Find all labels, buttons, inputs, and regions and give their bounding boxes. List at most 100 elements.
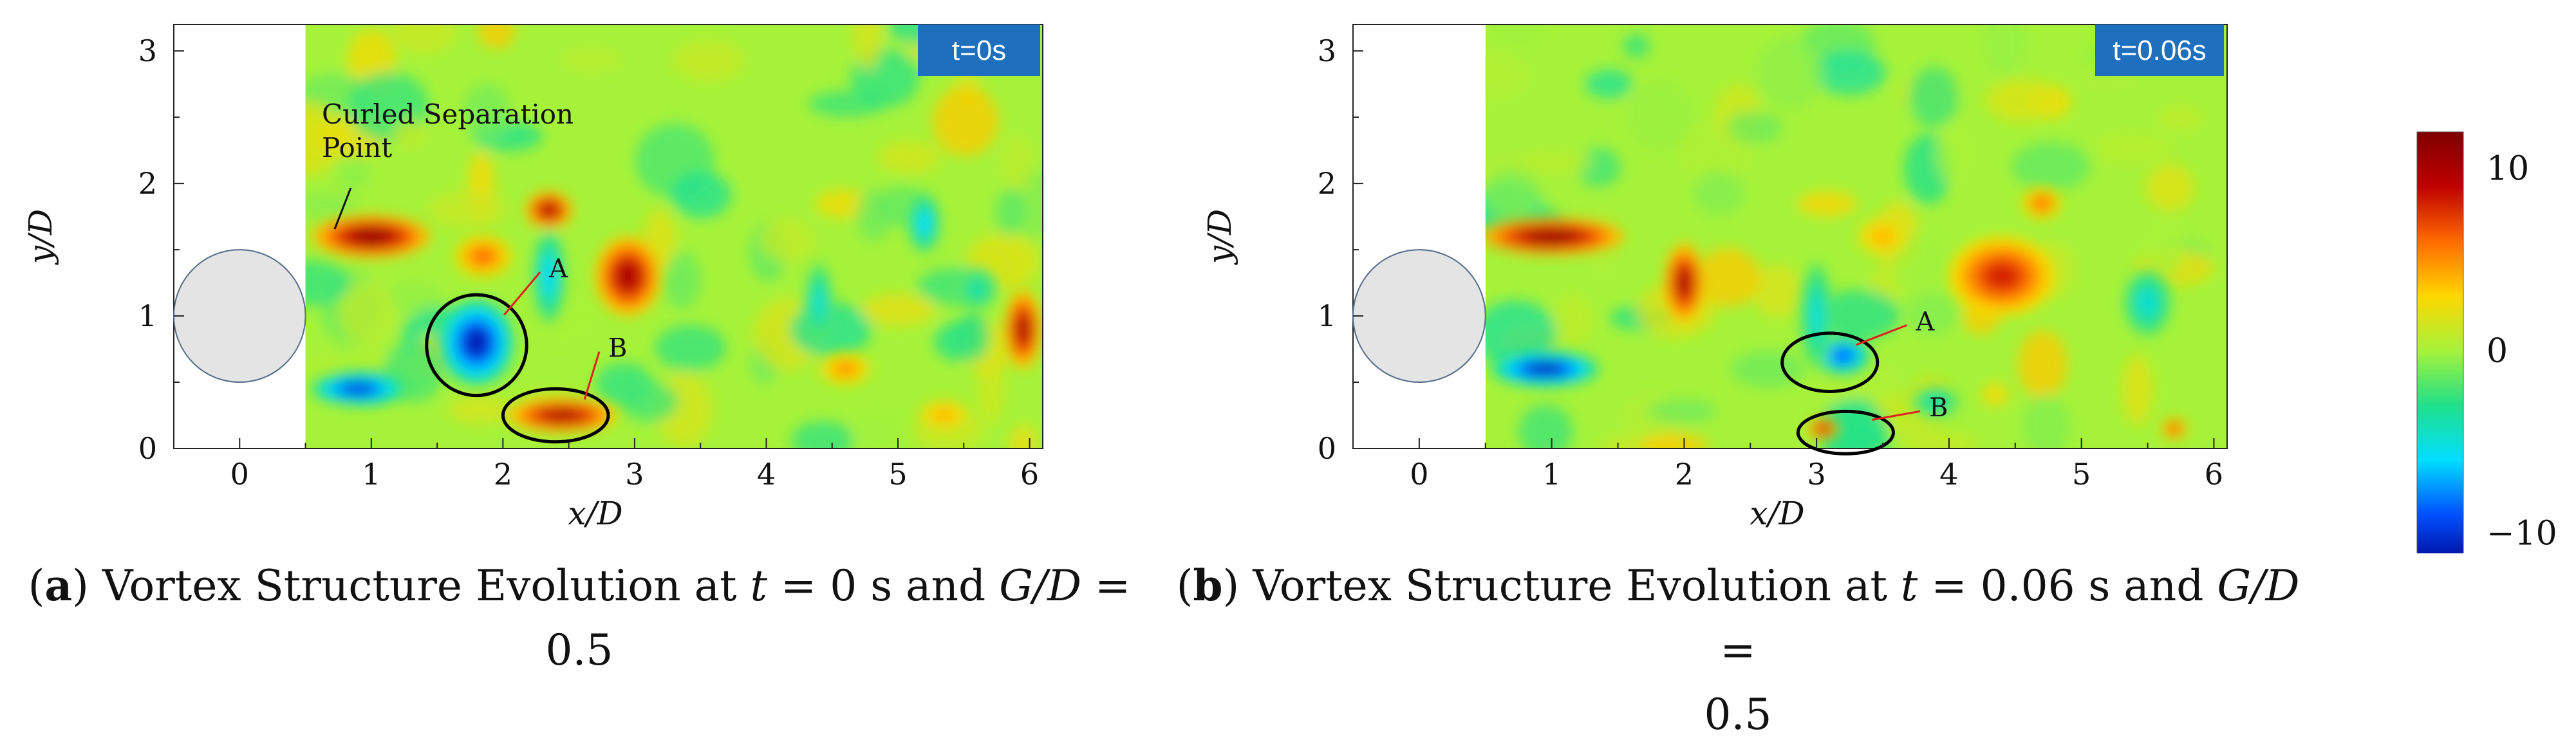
panel-a-blanked-region [174,24,306,448]
panel-a-x-tick-label: 6 [1020,457,1039,492]
panel-a-negative-vortex-11 [919,213,930,234]
panel-a-separation-annotation: Curled Separation Point [322,98,574,163]
panel-b-x-tick-label: 5 [2072,457,2091,492]
panel-a-y-axis-label: y/D [22,209,59,265]
panel-b-x-tick-label: 4 [1939,457,1958,492]
panel-b-frame [1352,24,2228,449]
caption-b: (b) Vortex Structure Evolution at t = 0.… [1159,553,2317,747]
panel-a-vortex-features [312,191,1041,433]
panel-b-x-tick-label: 2 [1675,457,1694,492]
panel-a-y-tick-label: 0 [138,431,157,466]
panel-b-texture-patch [1730,350,1806,388]
panel-a-negative-vortex-10 [543,260,555,292]
panel-a-texture-patch [853,24,882,70]
panel-a-positive-vortex-1 [473,249,493,264]
panel-b-texture-patch [1485,50,1530,100]
panel-b-texture-patch [1485,167,1541,219]
panel-b-texture-patch [2011,142,2091,190]
panel-b-x-axis-label: x/D [1750,495,1804,532]
panel-b-positive-vortex-0 [1527,230,1577,243]
panel-a-texture-patch [463,83,510,141]
panel-b-texture-patch [1901,431,1978,448]
panel-b-y-tick-label: 2 [1318,166,1336,201]
panel-b-time-badge: t=0.06s [2113,35,2207,66]
panel-b-texture-patch [2143,220,2185,277]
panel-a-x-tick-label: 4 [757,457,776,492]
panel-a-vortex-label-A: A [548,254,568,284]
panel-b-vortex-label-B: B [1929,393,1948,423]
panel-a-x-tick-label: 5 [888,457,907,492]
panel-b-texture-patch [1726,111,1782,143]
panel-b-texture-patch [1984,24,2026,77]
panel-b-x-tick-label: 3 [1807,457,1826,492]
panel-b-blanked-region [1353,24,1486,448]
panel-b-texture-patch [2158,106,2204,131]
panel-b-texture-patch [2018,330,2068,399]
panel-a-texture-patch [791,421,855,448]
panel-b-vortex-arrow-A [1855,324,1908,346]
panel-a-texture-patch [559,48,623,72]
panel-a-negative-vortex-9 [342,383,374,394]
panel-b-texture-patch [2022,394,2071,448]
panel-a-positive-vortex-2 [541,203,557,217]
panel-a-texture-patch [662,251,701,309]
panel-b-texture-patch [1517,149,1593,175]
panel-a-field-texture [305,24,1043,448]
panel-a-texture-patch [932,86,999,156]
panel-b-vorticity-field [1485,24,2227,448]
panel-b-texture-patch [1626,81,1694,150]
caption-b-line1: (b) Vortex Structure Evolution at t = 0.… [1176,560,2300,675]
panel-a-texture-patch [999,134,1035,193]
caption-a-line2: 0.5 [545,625,613,675]
panel-a-negative-vortex-8 [463,327,489,357]
panel-a-texture-patch [672,40,745,82]
caption-b-line2: 0.5 [1704,690,1772,739]
panel-a-vorticity-map: AB t=0s Curled Separation Point 0 1 2 3 4 5 601… [22,24,1043,532]
panel-a-vortex-label-B: B [608,334,627,364]
panel-b-time-badge-bg [2095,24,2224,76]
panel-b-texture-patch [1554,293,1593,347]
panel-b-y-axis-label: y/D [1201,209,1238,265]
colorbar: 10 0 −10 [2416,131,2557,553]
panel-a-cylinder [173,249,306,383]
panel-a-vorticity-field [305,24,1043,448]
panel-a-texture-patch [808,91,887,117]
panel-a-positive-vortex-3 [617,263,640,290]
panel-b-plot-area: AB [1352,24,2228,456]
caption-a-g-var: G/D [999,561,1082,611]
panel-a-x-tick-label: 1 [362,457,380,492]
panel-b-texture-patch [1639,432,1709,448]
caption-b-text: Vortex Structure Evolution at [1253,561,1901,611]
colorbar-gradient [2416,131,2464,553]
caption-b-letter: b [1193,560,1223,611]
panel-b-texture-patch [1909,67,1959,128]
panel-b-negative-vortex-9 [1811,298,1822,335]
panel-b-positive-vortex-4 [1818,425,1829,432]
panel-b-y-tick-label: 3 [1318,33,1336,68]
panel-b-y-tick-label: 0 [1318,431,1336,466]
panel-b-texture-patch [1696,248,1760,307]
panel-b-texture-patch [1623,33,1650,59]
caption-a-line1: (a) Vortex Structure Evolution at t = 0 … [28,560,1131,611]
panel-a-texture-patch [655,324,726,371]
caption-b-t-value: = 0.06 s and [1918,561,2217,611]
panel-a-annotation-line: Curled Separation [322,98,574,130]
panel-b-positive-vortex-3 [2035,198,2049,209]
panel-b-negative-vortex-10 [2139,291,2156,314]
panel-a-time-badge-bg [918,24,1040,76]
panel-b-texture-patch [1693,171,1744,216]
caption-a-letter: a [44,560,73,611]
panel-a-x-tick-label: 3 [625,457,644,492]
panel-a-positive-vortex-0 [351,229,392,244]
panel-b-vortex-arrow-B [1871,410,1921,421]
panel-b-vortex-ellipse-B [1796,409,1895,456]
panel-b-texture-patch [1518,404,1573,448]
panel-a-negative-vortex-12 [814,289,824,317]
panel-b-vortex-label-A: A [1915,307,1935,337]
panel-b-texture-patch [2145,163,2195,212]
panel-a-vortex-ellipse-B [501,387,610,444]
panel-b-negative-vortex-11 [1927,396,1944,408]
